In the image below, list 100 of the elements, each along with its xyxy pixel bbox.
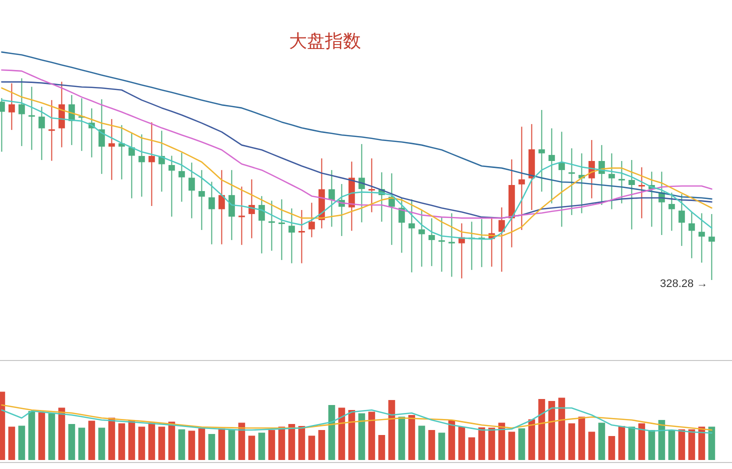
bar	[438, 432, 446, 460]
bar	[118, 423, 126, 460]
bar	[328, 405, 336, 460]
candlestick	[678, 194, 685, 246]
bar	[238, 422, 246, 460]
bar	[528, 419, 536, 460]
bar	[708, 426, 716, 460]
bar	[308, 436, 316, 460]
bar	[378, 435, 386, 460]
candlestick	[568, 148, 575, 216]
candlestick	[638, 166, 645, 219]
bar	[98, 428, 106, 460]
candlestick	[0, 98, 5, 152]
candlestick	[168, 155, 175, 218]
candlestick	[268, 200, 275, 252]
candlestick	[438, 216, 445, 272]
candlestick	[258, 196, 265, 254]
bar	[488, 428, 496, 460]
bar	[628, 426, 636, 460]
bar	[68, 424, 76, 460]
bar	[78, 428, 86, 460]
candlestick	[38, 106, 45, 160]
bar	[598, 422, 606, 460]
candlestick	[608, 152, 615, 210]
bar	[518, 428, 526, 460]
bar	[168, 422, 176, 460]
bar	[508, 432, 516, 460]
candlestick	[448, 212, 455, 278]
bar	[288, 424, 296, 460]
candlestick	[198, 170, 205, 230]
bar	[188, 430, 196, 460]
candlestick	[188, 162, 195, 219]
bar	[478, 427, 486, 460]
bar	[398, 416, 406, 460]
chart-title: 大盘指数	[289, 31, 361, 51]
candlestick	[128, 132, 135, 199]
bar	[618, 426, 626, 460]
candlestick	[698, 212, 705, 264]
candlestick	[238, 186, 245, 246]
annotation: 328.28 →	[660, 278, 708, 290]
bar	[458, 426, 466, 460]
candlestick	[288, 208, 295, 264]
bar	[638, 423, 646, 460]
bar	[358, 413, 366, 460]
bar	[408, 414, 416, 460]
candlestick	[228, 170, 235, 241]
bar	[578, 416, 586, 460]
bar	[468, 437, 476, 460]
candlestick	[498, 206, 505, 272]
candlestick	[548, 128, 555, 204]
candlestick	[328, 170, 335, 228]
bar	[258, 432, 266, 460]
candlestick	[428, 218, 435, 267]
bar	[108, 418, 116, 460]
candlestick	[308, 202, 315, 238]
candlestick	[298, 210, 305, 264]
candlestick	[618, 160, 625, 204]
bar	[8, 426, 16, 460]
bar	[418, 426, 426, 460]
candlestick	[98, 98, 105, 174]
bar	[648, 430, 656, 460]
candlestick	[218, 170, 225, 245]
candlestick	[688, 212, 695, 259]
bar	[338, 408, 346, 460]
candlestick	[278, 198, 285, 261]
candlestick	[628, 159, 635, 230]
candlestick	[138, 134, 145, 198]
bar	[568, 423, 576, 460]
bar	[428, 430, 436, 460]
candlestick	[518, 126, 525, 230]
bar	[548, 400, 556, 460]
candlestick	[358, 144, 365, 223]
bar	[158, 426, 166, 460]
bar	[368, 412, 376, 460]
bar	[348, 410, 356, 460]
bar	[18, 426, 26, 460]
bar	[678, 429, 686, 460]
candlestick	[408, 198, 415, 273]
candlestick	[58, 81, 65, 148]
candlestick	[708, 214, 715, 280]
bar	[538, 399, 546, 460]
bar	[88, 420, 96, 460]
bar	[178, 429, 186, 460]
candlestick	[28, 86, 35, 150]
candlestick	[418, 210, 425, 268]
bar	[588, 432, 596, 460]
candlestick	[108, 118, 115, 180]
bar	[498, 422, 506, 460]
bar	[558, 398, 566, 460]
bar	[208, 434, 216, 460]
bar	[688, 429, 696, 460]
candlestick	[668, 192, 675, 232]
bar	[298, 426, 306, 460]
bar	[668, 430, 676, 460]
bar	[128, 420, 136, 460]
bar	[38, 412, 46, 460]
bar	[268, 430, 276, 460]
bar	[278, 426, 286, 460]
bar	[138, 426, 146, 460]
bar	[28, 411, 36, 460]
